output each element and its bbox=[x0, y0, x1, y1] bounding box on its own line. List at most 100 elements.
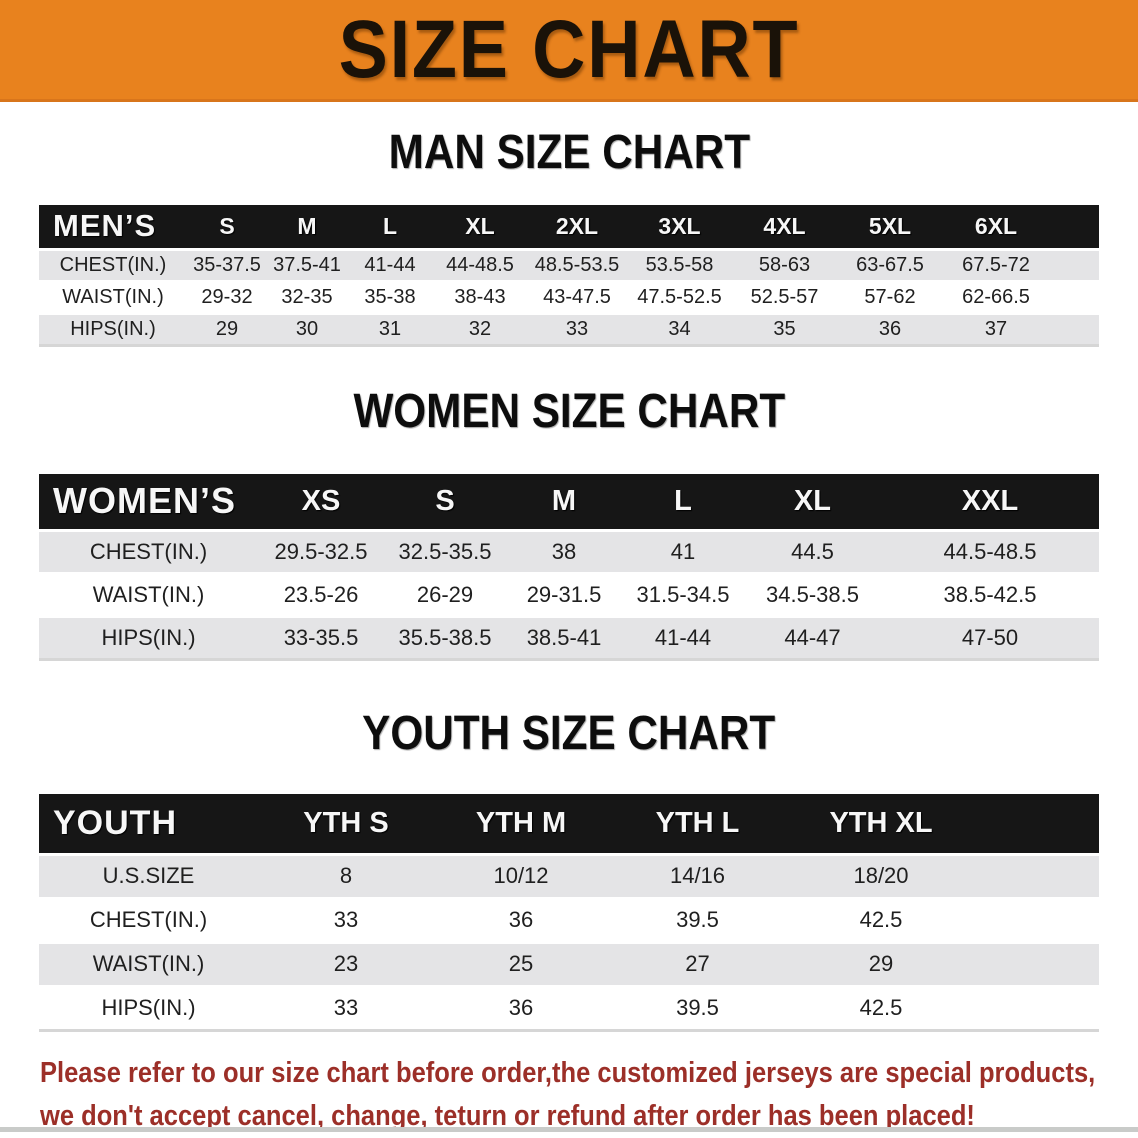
size-value: 29-32 bbox=[187, 279, 267, 313]
size-column-header: XXL bbox=[881, 473, 1099, 531]
women-size-table: WOMEN’S XS S M L XL XXL CHEST(IN.) 29.5-32.5 32.5… bbox=[39, 473, 1099, 661]
size-value: 35-37.5 bbox=[187, 247, 267, 281]
size-value: 44.5 bbox=[744, 529, 881, 574]
youth-section-heading: YOUTH SIZE CHART bbox=[0, 709, 1138, 770]
size-value: 38.5-41 bbox=[506, 615, 622, 660]
table-group-label: WOMEN’S bbox=[39, 473, 258, 531]
size-value: 35-38 bbox=[347, 279, 433, 313]
size-value: 36 bbox=[434, 896, 608, 942]
size-value: 44-48.5 bbox=[433, 247, 527, 281]
size-value: 38 bbox=[506, 529, 622, 574]
table-row: WAIST(IN.) 29-32 32-35 35-38 38-43 43-47.5 47.… bbox=[39, 279, 1099, 313]
size-value: 29.5-32.5 bbox=[258, 529, 384, 574]
size-column-header: YTH XL bbox=[787, 794, 975, 854]
table-row: CHEST(IN.) 35-37.5 37.5-41 41-44 44-48.5 48.5… bbox=[39, 247, 1099, 281]
table-group-label: MEN’S bbox=[39, 205, 187, 249]
table-group-label: YOUTH bbox=[39, 794, 258, 854]
size-value: 30 bbox=[267, 311, 347, 345]
size-value: 29 bbox=[187, 311, 267, 345]
women-size-section: WOMEN SIZE CHART WOMEN’S XS S M L XL XXL CHEST(… bbox=[0, 384, 1138, 661]
size-value: 53.5-58 bbox=[627, 247, 732, 281]
size-value: 29-31.5 bbox=[506, 572, 622, 617]
table-row: WAIST(IN.) 23 25 27 29 bbox=[39, 940, 1099, 986]
size-value: 36 bbox=[434, 984, 608, 1030]
size-value: 23 bbox=[258, 940, 434, 986]
section-heading-text: WOMEN SIZE CHART bbox=[353, 384, 785, 438]
size-column-header: S bbox=[187, 205, 267, 249]
men-size-section: MAN SIZE CHART MEN’S S M L XL 2XL 3XL 4XL 5XL 6XL… bbox=[0, 128, 1138, 347]
order-disclaimer: Please refer to our size chart before or… bbox=[40, 1052, 1138, 1138]
table-header-row: MEN’S S M L XL 2XL 3XL 4XL 5XL 6XL bbox=[39, 205, 1099, 249]
size-value: 42.5 bbox=[787, 896, 975, 942]
measurement-label: WAIST(IN.) bbox=[39, 279, 187, 313]
filler-cell bbox=[975, 896, 1099, 942]
size-value: 32.5-35.5 bbox=[384, 529, 506, 574]
filler-cell bbox=[975, 852, 1099, 898]
size-chart-banner: SIZE CHART bbox=[0, 0, 1138, 102]
measurement-label: CHEST(IN.) bbox=[39, 896, 258, 942]
size-value: 38.5-42.5 bbox=[881, 572, 1099, 617]
youth-size-table: YOUTH YTH S YTH M YTH L YTH XL U.S.SIZE 8 10/12… bbox=[39, 794, 1099, 1032]
table-row: HIPS(IN.) 33 36 39.5 42.5 bbox=[39, 984, 1099, 1030]
size-column-header: L bbox=[347, 205, 433, 249]
size-value: 10/12 bbox=[434, 852, 608, 898]
size-column-header: YTH L bbox=[608, 794, 787, 854]
bottom-edge-strip bbox=[0, 1127, 1138, 1132]
size-value: 29 bbox=[787, 940, 975, 986]
size-column-header: 6XL bbox=[943, 205, 1049, 249]
size-value: 33 bbox=[258, 896, 434, 942]
size-value: 23.5-26 bbox=[258, 572, 384, 617]
table-row: HIPS(IN.) 33-35.5 35.5-38.5 38.5-41 41-44 44-… bbox=[39, 615, 1099, 660]
size-value: 33 bbox=[527, 311, 627, 345]
size-value: 37 bbox=[943, 311, 1049, 345]
measurement-label: WAIST(IN.) bbox=[39, 572, 258, 617]
size-value: 67.5-72 bbox=[943, 247, 1049, 281]
measurement-label: CHEST(IN.) bbox=[39, 247, 187, 281]
size-value: 8 bbox=[258, 852, 434, 898]
size-value: 39.5 bbox=[608, 984, 787, 1030]
size-value: 27 bbox=[608, 940, 787, 986]
size-value: 58-63 bbox=[732, 247, 837, 281]
women-section-heading: WOMEN SIZE CHART bbox=[0, 384, 1138, 448]
disclaimer-line-1: Please refer to our size chart before or… bbox=[40, 1056, 1096, 1089]
size-value: 57-62 bbox=[837, 279, 943, 313]
measurement-label: U.S.SIZE bbox=[39, 852, 258, 898]
size-column-header: M bbox=[267, 205, 347, 249]
size-column-header: M bbox=[506, 473, 622, 531]
size-value: 37.5-41 bbox=[267, 247, 347, 281]
size-value: 41-44 bbox=[347, 247, 433, 281]
filler-cell bbox=[1049, 205, 1099, 249]
size-value: 32 bbox=[433, 311, 527, 345]
size-column-header: XL bbox=[744, 473, 881, 531]
size-value: 34.5-38.5 bbox=[744, 572, 881, 617]
size-column-header: S bbox=[384, 473, 506, 531]
size-value: 48.5-53.5 bbox=[527, 247, 627, 281]
filler-cell bbox=[1049, 311, 1099, 345]
men-size-table: MEN’S S M L XL 2XL 3XL 4XL 5XL 6XL CHEST(IN.) 35-37… bbox=[39, 205, 1099, 347]
filler-cell bbox=[975, 794, 1099, 854]
size-value: 35 bbox=[732, 311, 837, 345]
table-row: CHEST(IN.) 29.5-32.5 32.5-35.5 38 41 44.5 44.5… bbox=[39, 529, 1099, 574]
table-header-row: YOUTH YTH S YTH M YTH L YTH XL bbox=[39, 794, 1099, 854]
size-value: 43-47.5 bbox=[527, 279, 627, 313]
size-value: 41-44 bbox=[622, 615, 744, 660]
size-value: 41 bbox=[622, 529, 744, 574]
size-value: 26-29 bbox=[384, 572, 506, 617]
size-value: 47.5-52.5 bbox=[627, 279, 732, 313]
size-value: 47-50 bbox=[881, 615, 1099, 660]
measurement-label: CHEST(IN.) bbox=[39, 529, 258, 574]
size-value: 44.5-48.5 bbox=[881, 529, 1099, 574]
size-value: 18/20 bbox=[787, 852, 975, 898]
filler-cell bbox=[975, 940, 1099, 986]
measurement-label: HIPS(IN.) bbox=[39, 615, 258, 660]
size-value: 25 bbox=[434, 940, 608, 986]
size-value: 52.5-57 bbox=[732, 279, 837, 313]
size-column-header: XS bbox=[258, 473, 384, 531]
size-value: 39.5 bbox=[608, 896, 787, 942]
size-value: 62-66.5 bbox=[943, 279, 1049, 313]
size-value: 32-35 bbox=[267, 279, 347, 313]
filler-cell bbox=[1049, 279, 1099, 313]
disclaimer-line-2: we don't accept cancel, change, teturn o… bbox=[40, 1099, 975, 1132]
size-value: 38-43 bbox=[433, 279, 527, 313]
size-column-header: 4XL bbox=[732, 205, 837, 249]
